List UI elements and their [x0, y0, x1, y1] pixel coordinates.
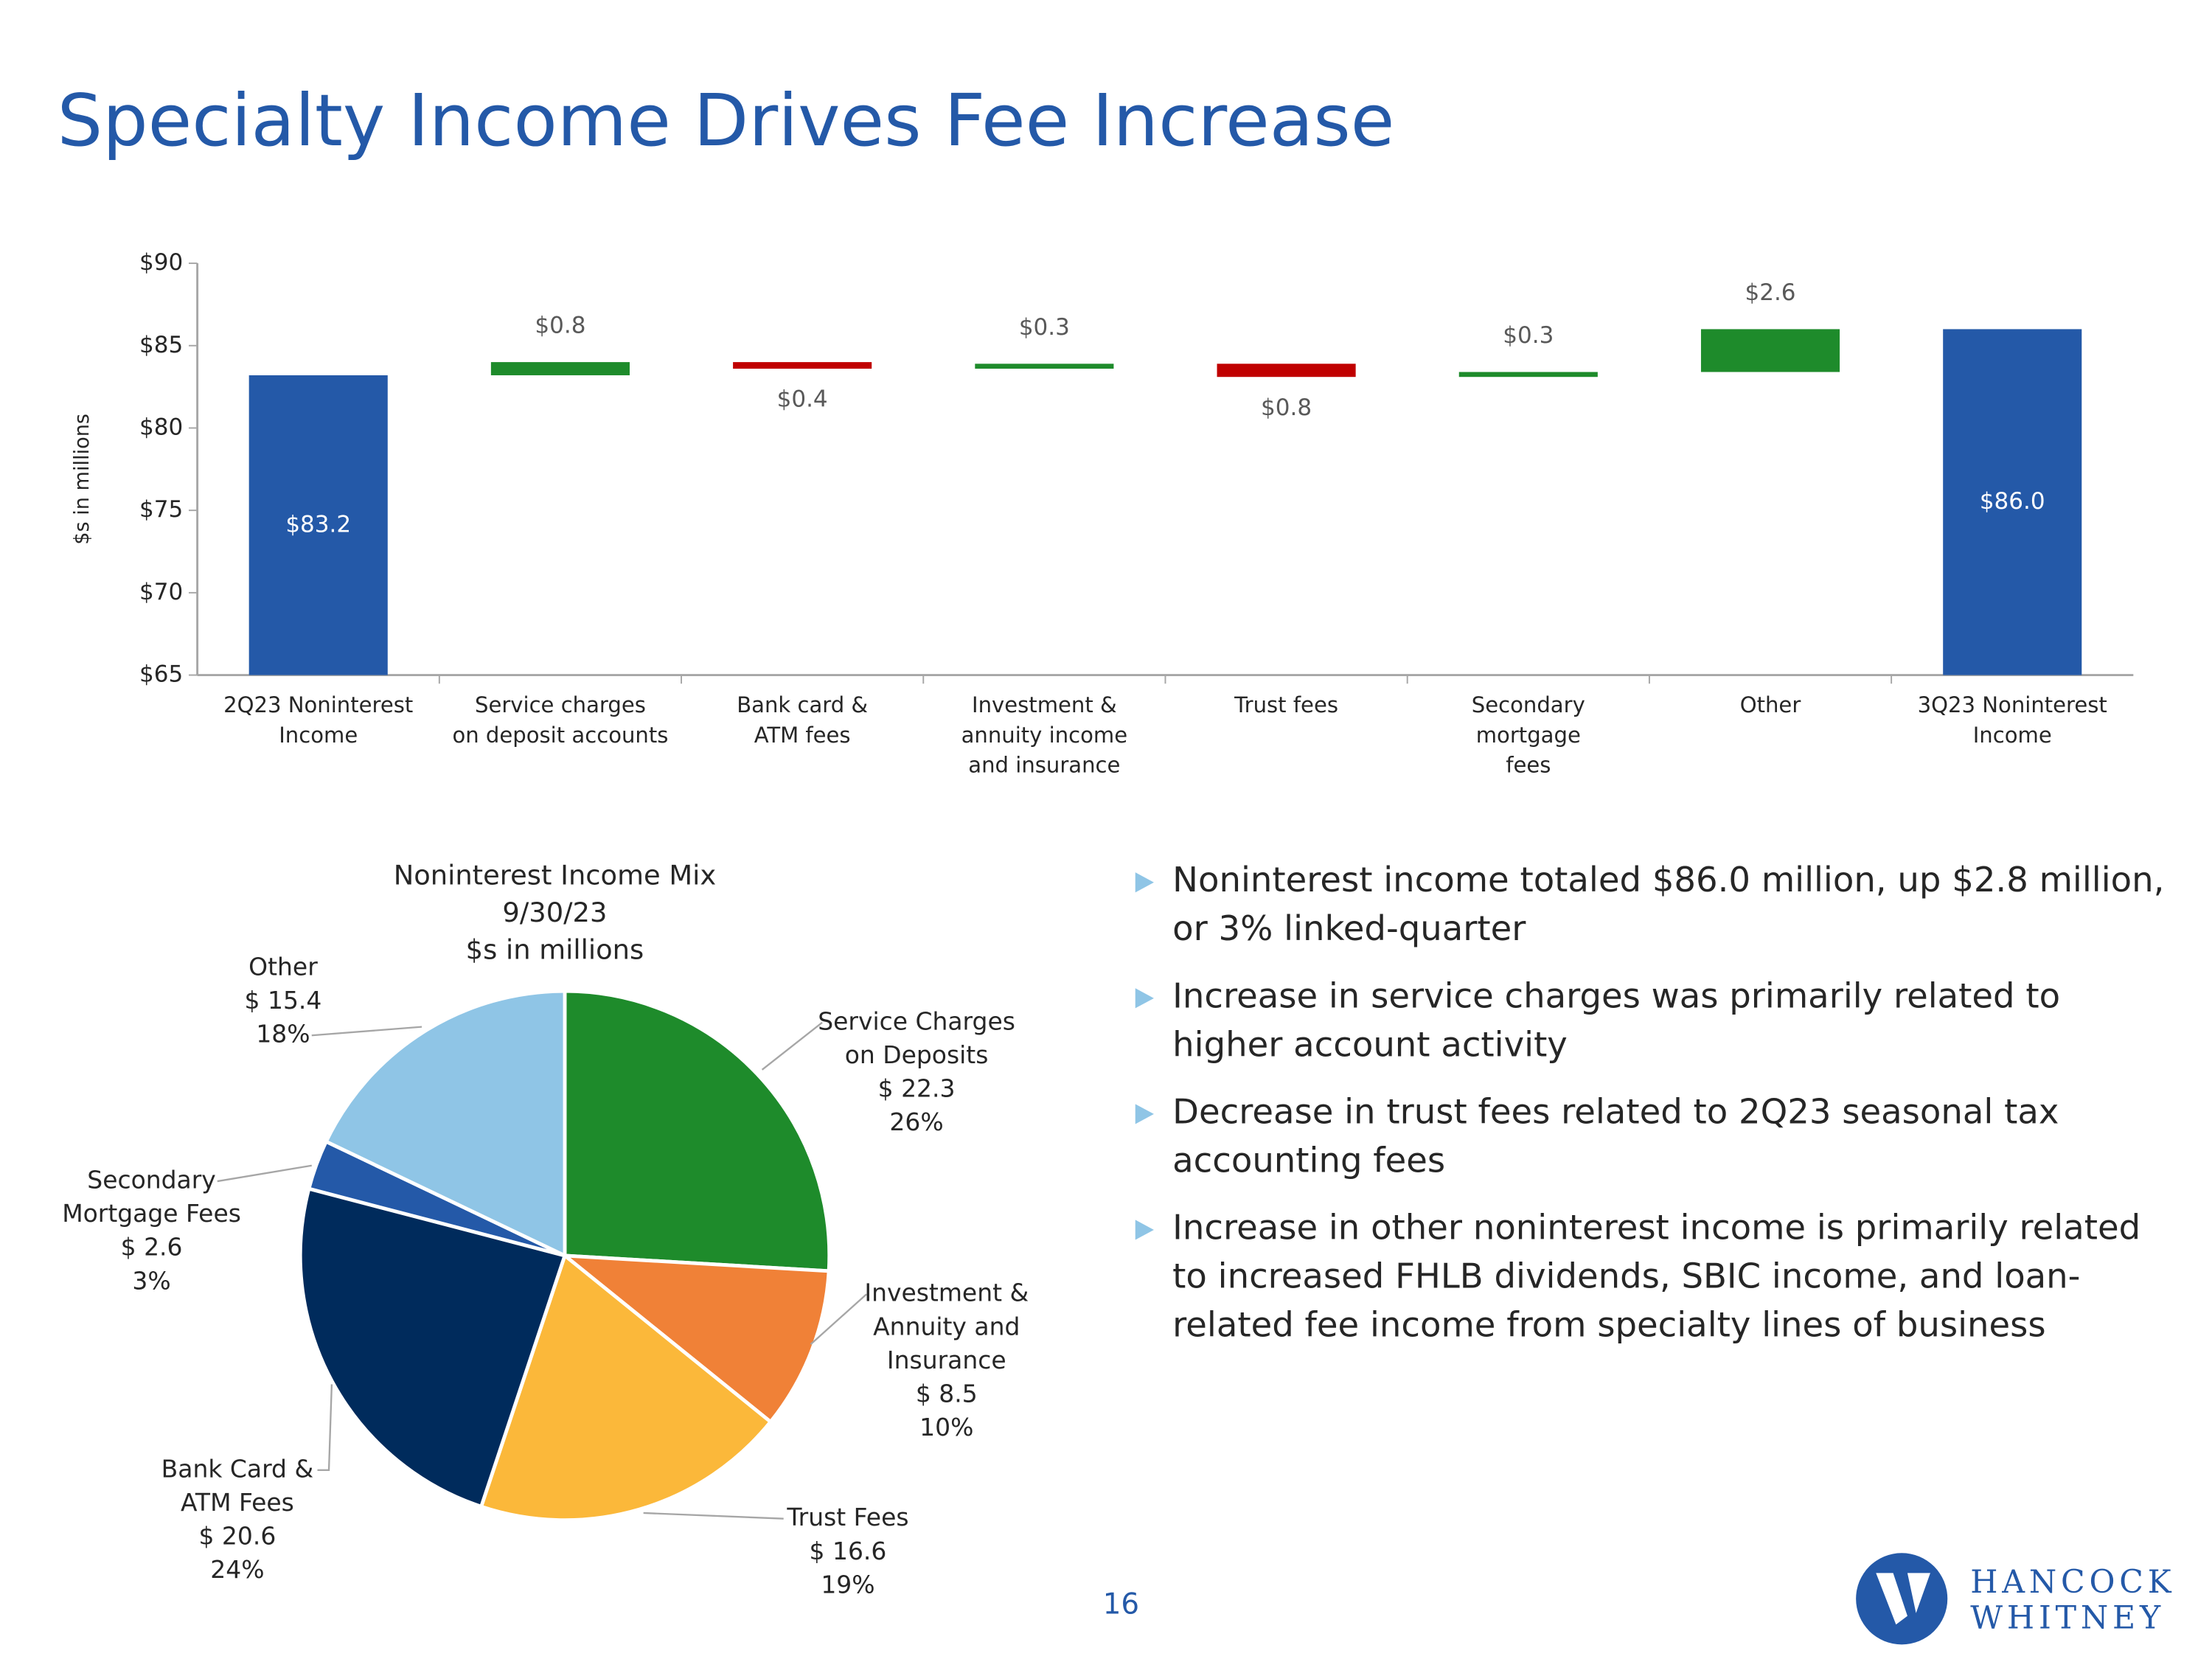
pie-title: Noninterest Income Mix	[394, 859, 716, 891]
slice-label: $ 16.6	[810, 1537, 887, 1565]
pie-slice	[479, 1252, 773, 1523]
slice-label: Trust Fees	[786, 1503, 908, 1531]
slice-label: Investment &	[864, 1279, 1029, 1307]
data-label: $83.2	[285, 511, 351, 538]
y-tick-label: $80	[139, 414, 183, 440]
slice-label: Annuity and	[873, 1312, 1020, 1340]
x-tick-label: fees	[1506, 753, 1551, 778]
pie-slice	[298, 1186, 568, 1509]
x-tick-label: Income	[1973, 723, 2052, 748]
bullet-marker	[1135, 1220, 1154, 1240]
bullet-text: Decrease in trust fees related to 2Q23 s…	[1172, 1091, 2059, 1131]
logo-glyph	[1876, 1573, 1930, 1625]
data-label: $0.3	[1503, 322, 1554, 349]
x-tick-label: ATM fees	[754, 723, 851, 748]
pie-slice	[559, 1253, 831, 1425]
bullet-marker	[1135, 872, 1154, 893]
slice-label: 24%	[210, 1555, 264, 1584]
bar	[1943, 329, 2082, 675]
bar	[248, 375, 388, 675]
slice-label: 18%	[256, 1020, 310, 1048]
x-tick-label: annuity income	[961, 723, 1128, 748]
bullet-text: to increased FHLB dividends, SBIC income…	[1172, 1256, 2080, 1295]
pie-title: $s in millions	[466, 933, 644, 965]
bar	[490, 362, 630, 375]
data-label: $2.6	[1745, 279, 1795, 306]
slice-label: Other	[248, 953, 318, 981]
data-label: $0.8	[1261, 394, 1312, 421]
page-number: 16	[1103, 1588, 1139, 1621]
bullet-text: or 3% linked-quarter	[1172, 908, 1526, 948]
data-label: $0.8	[535, 313, 585, 339]
bar	[1700, 329, 1840, 372]
data-label: $0.3	[1019, 314, 1070, 341]
leader-line	[317, 1384, 333, 1471]
bullet-text: Increase in service charges was primaril…	[1172, 975, 2060, 1015]
slice-label: 19%	[821, 1570, 874, 1599]
x-tick-label: Secondary	[1472, 692, 1585, 717]
x-tick-label: on deposit accounts	[452, 723, 668, 748]
slide-title: Specialty Income Drives Fee Increase	[58, 79, 1395, 162]
x-tick-label: 2Q23 Noninterest	[223, 692, 413, 717]
bullet-marker	[1135, 988, 1154, 1009]
bullet-marker	[1135, 1104, 1154, 1124]
slice-label: Secondary	[87, 1166, 216, 1194]
slice-label: Mortgage Fees	[62, 1199, 241, 1228]
x-tick-label: mortgage	[1476, 723, 1581, 748]
slice-label: 26%	[889, 1107, 943, 1136]
y-tick-label: $85	[139, 332, 183, 358]
pie-slice	[563, 989, 832, 1273]
x-tick-label: Service charges	[475, 692, 646, 717]
slice-label: $ 8.5	[916, 1379, 978, 1408]
slice-label: 3%	[132, 1266, 170, 1295]
logo-text: HANCOCK	[1970, 1564, 2175, 1601]
bar	[1458, 372, 1598, 378]
x-tick-label: Investment &	[972, 692, 1117, 717]
pie-title: 9/30/23	[502, 897, 607, 928]
x-tick-label: 3Q23 Noninterest	[1918, 692, 2107, 717]
leader-line	[311, 1026, 422, 1037]
x-tick-label: Other	[1740, 692, 1801, 717]
bullet-text: Increase in other noninterest income is …	[1172, 1207, 2140, 1247]
slice-label: $ 20.6	[198, 1521, 276, 1550]
slice-label: on Deposits	[845, 1040, 989, 1069]
y-tick-label: $90	[139, 249, 183, 276]
y-tick-label: $75	[139, 496, 183, 523]
slice-label: $ 2.6	[121, 1233, 183, 1262]
bar	[1217, 364, 1356, 378]
bullet-text: related fee income from specialty lines …	[1172, 1304, 2045, 1344]
data-label: $0.4	[777, 386, 828, 413]
y-axis-label: $s in millions	[71, 414, 94, 545]
slice-label: ATM Fees	[181, 1488, 294, 1517]
logo-text: WHITNEY	[1970, 1599, 2165, 1636]
bar	[975, 364, 1114, 369]
slice-label: Bank Card &	[161, 1454, 314, 1483]
x-tick-label: Income	[279, 723, 358, 748]
x-tick-label: and insurance	[968, 753, 1120, 778]
x-tick-label: Bank card &	[737, 692, 868, 717]
bar	[733, 362, 872, 369]
slice-label: Service Charges	[818, 1006, 1015, 1035]
y-tick-label: $65	[139, 661, 183, 688]
slice-label: $ 15.4	[245, 986, 322, 1015]
leader-line	[761, 1021, 823, 1071]
leader-line	[643, 1512, 784, 1520]
bullet-text: Noninterest income totaled $86.0 million…	[1172, 860, 2164, 900]
pie-slice	[324, 989, 567, 1259]
bullet-text: accounting fees	[1172, 1140, 1445, 1180]
slice-label: 10%	[919, 1413, 973, 1441]
leader-line	[217, 1164, 312, 1183]
leader-line	[810, 1293, 867, 1345]
bullet-text: higher account activity	[1172, 1024, 1568, 1064]
slice-label: Insurance	[887, 1346, 1006, 1374]
data-label: $86.0	[1980, 488, 2045, 515]
x-tick-label: Trust fees	[1234, 692, 1338, 717]
y-tick-label: $70	[139, 579, 183, 605]
slice-label: $ 22.3	[878, 1074, 956, 1102]
